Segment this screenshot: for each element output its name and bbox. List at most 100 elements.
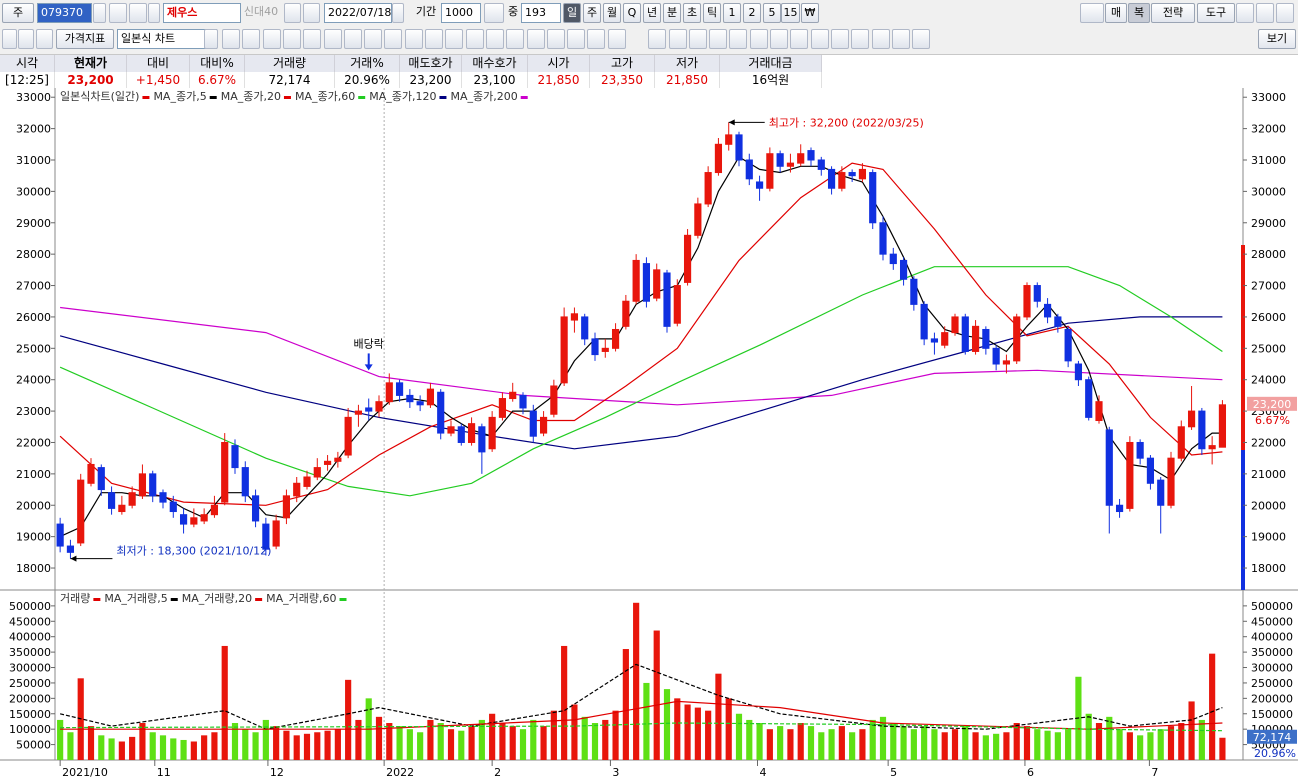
candle-body	[1013, 316, 1021, 362]
tool-icon[interactable]	[405, 29, 423, 49]
candle-body	[1126, 441, 1134, 509]
tool-icon[interactable]	[445, 29, 463, 49]
info-header: 대비%	[190, 55, 245, 72]
tool-icon[interactable]	[567, 29, 585, 49]
interval-button[interactable]: 1	[723, 3, 741, 23]
candle-body	[529, 410, 537, 437]
interval-button[interactable]: 초	[683, 3, 701, 23]
tool-icon[interactable]	[709, 29, 727, 49]
interval-button[interactable]: 2	[743, 3, 761, 23]
tool-icon[interactable]	[303, 29, 321, 49]
period-input[interactable]: 1000	[441, 3, 481, 23]
lr-icon[interactable]	[18, 29, 34, 49]
volume-bar	[1023, 726, 1031, 760]
tool-icon[interactable]	[669, 29, 687, 49]
volume-bar	[643, 682, 650, 760]
info-header: 거래%	[335, 55, 400, 72]
code-input[interactable]: 079370	[37, 3, 92, 23]
cloud-icon[interactable]	[1080, 3, 1104, 23]
volume-bar	[1219, 737, 1226, 760]
tool-icon[interactable]	[648, 29, 666, 49]
tool-icon[interactable]	[486, 29, 504, 49]
edit-icon[interactable]	[36, 29, 53, 49]
dropdown[interactable]	[93, 3, 106, 23]
volume-bar	[962, 726, 969, 760]
up-icon[interactable]	[2, 29, 17, 49]
volume-bar	[1013, 723, 1020, 760]
tool-icon[interactable]	[770, 29, 788, 49]
right-button[interactable]: 복	[1128, 3, 1150, 23]
tool-icon[interactable]	[364, 29, 382, 49]
tool-icon[interactable]	[384, 29, 402, 49]
interval-button[interactable]: 월	[603, 3, 621, 23]
tool-icon[interactable]	[425, 29, 443, 49]
right-button[interactable]: 전략	[1151, 3, 1195, 23]
x-tick-label: 2	[494, 766, 501, 778]
interval-button[interactable]: 년	[643, 3, 661, 23]
candle-body	[395, 382, 404, 396]
right-button[interactable]: 도구	[1197, 3, 1235, 23]
market-select[interactable]: 주	[2, 3, 34, 23]
save-icon[interactable]	[1256, 3, 1274, 23]
sort-icon[interactable]	[129, 3, 147, 23]
tool-icon[interactable]	[851, 29, 869, 49]
next-button[interactable]	[284, 3, 301, 23]
dropdown[interactable]	[204, 29, 218, 49]
y-tick-label: 33000	[16, 91, 51, 104]
candle-body	[66, 545, 75, 553]
tool-icon[interactable]	[263, 29, 281, 49]
tool-icon[interactable]	[222, 29, 240, 49]
interval-button[interactable]: Q	[623, 3, 641, 23]
tool-icon[interactable]	[506, 29, 524, 49]
candle-body	[632, 259, 640, 302]
tool-icon[interactable]	[892, 29, 910, 49]
tool-icon[interactable]	[466, 29, 484, 49]
interval-button[interactable]: 5	[763, 3, 781, 23]
chart-style-select[interactable]: 일본식 차트	[117, 29, 217, 49]
tool-icon[interactable]	[527, 29, 545, 49]
interval-button[interactable]: ₩	[801, 3, 819, 23]
interval-button[interactable]: 분	[663, 3, 681, 23]
search-icon[interactable]	[109, 3, 127, 23]
date-input[interactable]: 2022/07/18	[324, 3, 392, 23]
tool-icon[interactable]	[750, 29, 768, 49]
interval-button[interactable]: 일	[563, 3, 581, 23]
tool-icon[interactable]	[811, 29, 829, 49]
tool-icon[interactable]	[912, 29, 930, 49]
count-input[interactable]: 193	[521, 3, 561, 23]
dropdown[interactable]	[392, 3, 404, 23]
indicator-button[interactable]: 가격지표	[56, 29, 114, 49]
tool-icon[interactable]	[729, 29, 747, 49]
x-tick-label: 4	[760, 766, 767, 778]
tool-icon[interactable]	[608, 29, 626, 49]
tool-icon[interactable]	[344, 29, 362, 49]
tool-icon[interactable]	[831, 29, 849, 49]
tool-icon[interactable]	[547, 29, 565, 49]
tool-icon[interactable]	[872, 29, 890, 49]
y-tick-label: 350000	[1251, 646, 1293, 659]
volume-bar	[458, 730, 465, 760]
candle-body	[447, 426, 455, 434]
tool-icon[interactable]	[283, 29, 301, 49]
interval-button[interactable]: 주	[583, 3, 601, 23]
legend-swatch	[209, 96, 217, 99]
tool-icon[interactable]	[790, 29, 808, 49]
volume-bar	[921, 726, 928, 760]
view-button[interactable]: 보기	[1258, 29, 1296, 49]
dropdown[interactable]	[148, 3, 160, 23]
period-icon[interactable]	[484, 3, 504, 23]
prev-button[interactable]	[303, 3, 320, 23]
candle-body	[365, 407, 373, 412]
tool-icon[interactable]	[689, 29, 707, 49]
right-button[interactable]: 매	[1105, 3, 1127, 23]
tool-icon[interactable]	[324, 29, 342, 49]
interval-button[interactable]: 15	[781, 3, 800, 23]
settings-icon[interactable]	[1276, 3, 1294, 23]
tool-icon[interactable]	[587, 29, 605, 49]
legend-label: MA_종가,20	[221, 90, 281, 103]
open-icon[interactable]	[1236, 3, 1254, 23]
tool-icon[interactable]	[242, 29, 260, 49]
interval-button[interactable]: 틱	[703, 3, 721, 23]
y-tick-label: 31000	[16, 154, 51, 167]
